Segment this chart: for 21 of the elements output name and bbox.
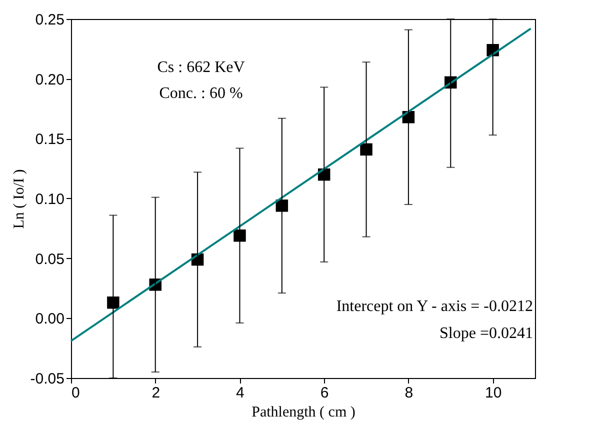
annotation: Conc. : 60 % [159, 85, 243, 102]
y-tick-label: 0.25 [35, 12, 64, 28]
annotation: Intercept on Y - axis = -0.0212 [336, 298, 533, 315]
point [234, 229, 246, 242]
y-tick-label: 0.20 [35, 71, 64, 88]
annotation: Slope =0.0241 [440, 325, 533, 342]
y-axis-title: Ln ( Io/I ) [11, 169, 28, 229]
x-tick-label: 10 [484, 384, 502, 402]
x-tick-label: 4 [236, 384, 244, 402]
x-tick-label: 8 [404, 384, 414, 402]
y-tick-label: 0.05 [35, 250, 64, 268]
x-tick-label: 0 [72, 384, 80, 402]
y-tick-label: -0.05 [30, 370, 64, 388]
x-tick-label: 2 [152, 384, 160, 402]
y-tick-label: 0.15 [35, 131, 64, 148]
point [107, 296, 120, 309]
x-tick-label: 6 [320, 384, 329, 402]
annotation: Cs : 662 KeV [157, 59, 246, 76]
y-tick-label: 0.10 [35, 191, 64, 208]
y-tick-label: 0.00 [35, 310, 64, 328]
x-axis-title: Pathlength ( cm ) [252, 404, 356, 420]
